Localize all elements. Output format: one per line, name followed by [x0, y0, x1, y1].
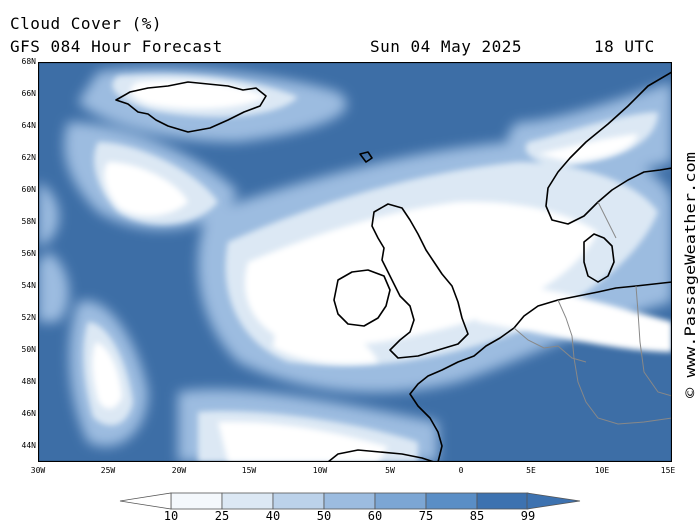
iberia-coast: [327, 449, 435, 462]
ireland-coast: [333, 269, 391, 327]
faroe-coast: [359, 151, 373, 163]
lat-label: 68N: [21, 57, 36, 66]
legend-tick: 85: [469, 509, 485, 523]
lon-label: 5W: [385, 466, 395, 475]
legend-tick: 40: [265, 509, 281, 523]
lon-label: 25W: [100, 466, 116, 475]
legend-min-arrow: [119, 492, 172, 510]
legend-tick: 99: [520, 509, 536, 523]
lat-label: 64N: [21, 121, 36, 130]
legend-bin: [272, 492, 325, 510]
lat-label: 52N: [21, 313, 36, 322]
map-title: Cloud Cover (%): [10, 14, 162, 33]
lon-label: 5E: [526, 466, 536, 475]
lat-label: 58N: [21, 217, 36, 226]
legend-tick: 75: [418, 509, 434, 523]
legend-tick: 25: [214, 509, 230, 523]
lon-label: 30W: [30, 466, 46, 475]
lon-label: 10E: [594, 466, 610, 475]
legend-bin: [476, 492, 529, 510]
great-britain-coast: [371, 203, 469, 359]
lon-label: 15E: [660, 466, 676, 475]
continent-coast: [409, 281, 672, 462]
legend-bin: [323, 492, 376, 510]
legend-colorbar: [119, 492, 581, 510]
lat-label: 62N: [21, 153, 36, 162]
legend-tick: 60: [367, 509, 383, 523]
legend-bin: [221, 492, 274, 510]
legend-tick: 10: [163, 509, 179, 523]
lat-label: 66N: [21, 89, 36, 98]
map-subtitle: GFS 084 Hour Forecast: [10, 37, 223, 56]
lat-label: 50N: [21, 345, 36, 354]
watermark-label: © www.PassageWeather.com: [683, 152, 699, 398]
legend-bin: [170, 492, 223, 510]
lon-label: 10W: [312, 466, 328, 475]
lat-label: 60N: [21, 185, 36, 194]
legend-bin: [425, 492, 478, 510]
iceland-coast: [115, 81, 267, 133]
map-border: [38, 62, 672, 462]
lon-label: 20W: [171, 466, 187, 475]
watermark-text: © www.PassageWeather.com: [683, 152, 699, 398]
lat-label: 48N: [21, 377, 36, 386]
cloud-cover-map: [38, 62, 672, 462]
lon-label: 15W: [241, 466, 257, 475]
legend-max-arrow: [526, 492, 581, 510]
lon-label: 0: [458, 466, 464, 475]
lat-label: 54N: [21, 281, 36, 290]
coastlines: [115, 71, 672, 462]
national-borders: [513, 201, 672, 425]
lat-label: 56N: [21, 249, 36, 258]
lat-label: 46N: [21, 409, 36, 418]
lat-label: 44N: [21, 441, 36, 450]
legend-tick: 50: [316, 509, 332, 523]
legend-bins: [170, 492, 529, 510]
legend-bin: [374, 492, 427, 510]
scandinavia-coast: [545, 71, 672, 225]
denmark-coast: [583, 233, 615, 283]
forecast-time: 18 UTC: [594, 37, 655, 56]
forecast-date: Sun 04 May 2025: [370, 37, 522, 56]
